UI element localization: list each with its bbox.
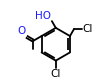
Text: HO: HO [35, 11, 51, 21]
Text: Cl: Cl [82, 24, 93, 34]
Text: O: O [17, 26, 26, 36]
Text: Cl: Cl [51, 69, 61, 79]
